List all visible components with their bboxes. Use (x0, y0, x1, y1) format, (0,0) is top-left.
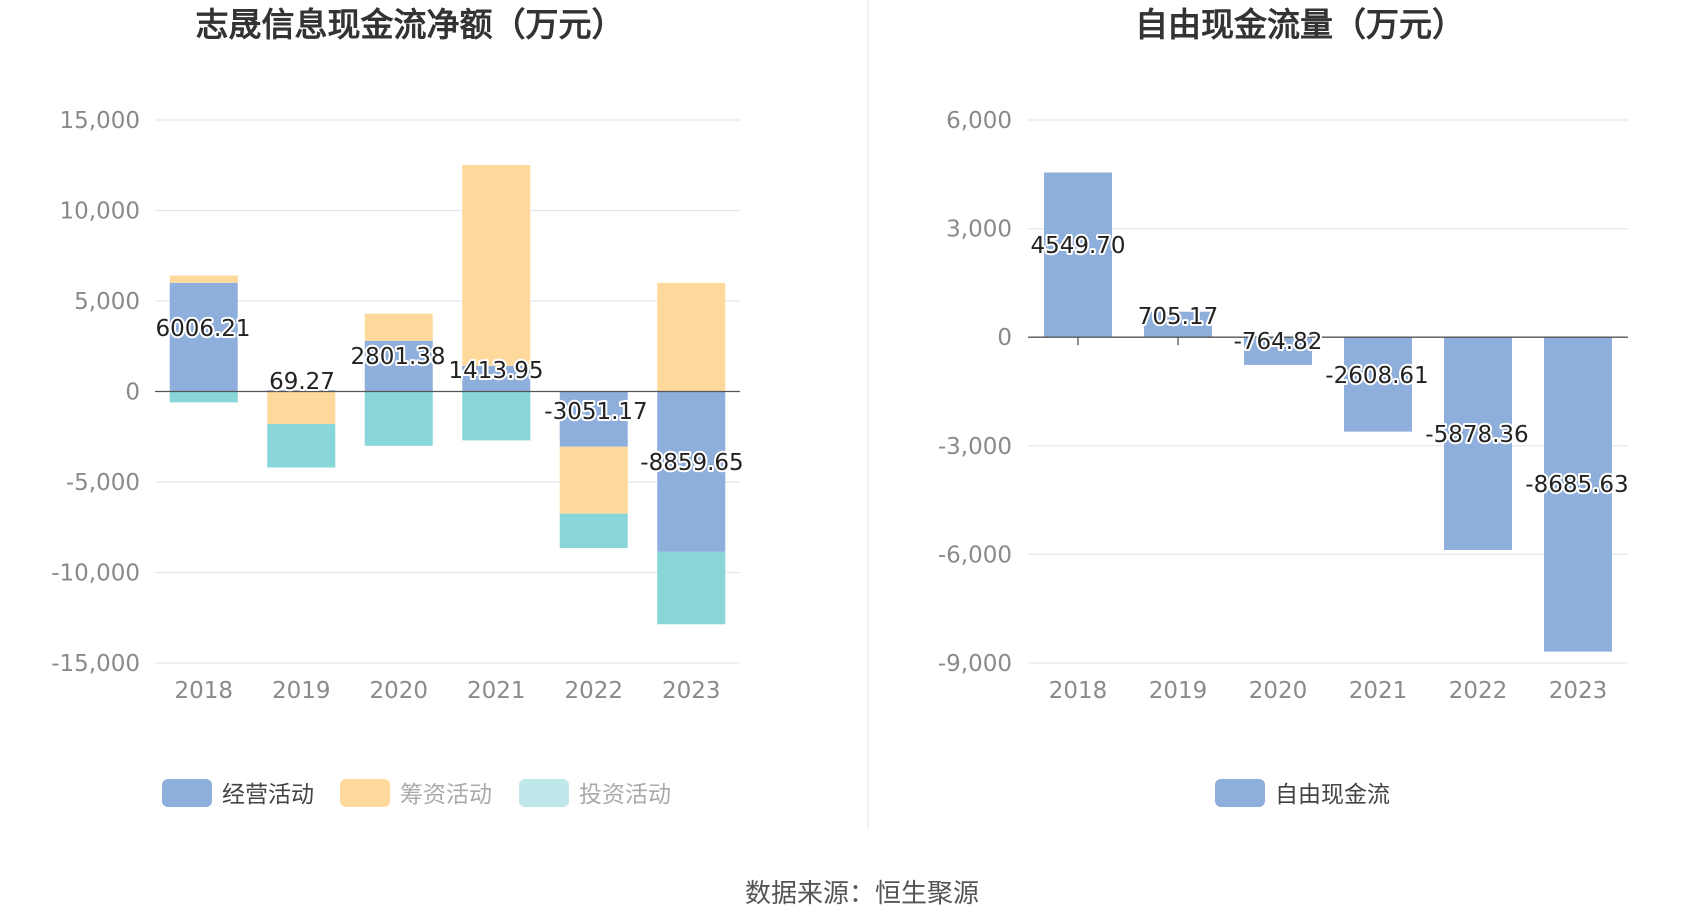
y-tick-label: 10,000 (60, 199, 140, 225)
x-tick-label: 2023 (1549, 678, 1608, 704)
bar-2022 (559, 446, 628, 514)
x-tick-label: 2020 (369, 678, 428, 704)
bar-2023 (657, 551, 726, 625)
y-tick-label: -5,000 (66, 470, 140, 496)
bar-2021 (462, 365, 531, 392)
data-label: 69.27 (269, 369, 335, 395)
bar-2021 (1344, 337, 1412, 432)
chart2-data-labels: 4549.70 705.17 -764.82-2608.61 -5878.36 -868… (1028, 231, 1630, 500)
data-label: -764.82 (1234, 329, 1323, 355)
legend-label: 投资活动 (579, 782, 671, 808)
bar-2023 (657, 391, 726, 552)
legend-swatch (340, 779, 390, 807)
bar-2020 (364, 340, 433, 392)
x-tick-label: 2019 (1149, 678, 1208, 704)
bar-2023 (1544, 337, 1612, 652)
legend-label: 自由现金流 (1275, 782, 1390, 808)
chart2-bars (1044, 172, 1612, 652)
source-note: 数据来源：恒生聚源 (745, 879, 979, 909)
data-label: 705.17 (1138, 304, 1218, 330)
chart2-zero-line (1028, 336, 1628, 346)
y-tick-label: -6,000 (938, 542, 1012, 568)
legend-label: 经营活动 (222, 782, 314, 808)
legend-swatch (519, 779, 569, 807)
bar-2019 (267, 424, 336, 468)
bar-2018 (169, 391, 238, 403)
bar-2018 (169, 275, 238, 283)
y-tick-label: 0 (125, 380, 140, 406)
free-cashflow-chart: 自由现金流量（万元） 6,000 3,000 0 -3,000 -6,000 -9,000… (938, 5, 1631, 808)
data-label: 6006.21 (155, 316, 250, 342)
chart1-title: 志晟信息现金流净额（万元） (196, 5, 625, 44)
bar-2018 (169, 282, 238, 392)
x-tick-label: 2021 (467, 678, 526, 704)
legend-swatch (1215, 779, 1265, 807)
data-label: -5878.36 (1425, 422, 1528, 448)
chart2-legend: 自由现金流 (1215, 779, 1390, 808)
x-tick-label: 2019 (272, 678, 331, 704)
x-tick-label: 2018 (174, 678, 233, 704)
y-tick-label: 15,000 (60, 108, 140, 134)
y-tick-label: 3,000 (946, 217, 1012, 243)
chart2-x-axis: 2018 2019 2020 2021 2022 2023 (1049, 678, 1608, 704)
chart2-title: 自由现金流量（万元） (1135, 5, 1465, 44)
bar-2022 (559, 513, 628, 549)
chart1-y-axis: 15,000 10,000 5,000 0 -5,000 -10,000 -15,000 (51, 108, 140, 677)
data-label: -8685.63 (1525, 472, 1628, 498)
chart2-y-axis: 6,000 3,000 0 -3,000 -6,000 -9,000 (938, 108, 1012, 677)
y-tick-label: -9,000 (938, 651, 1012, 677)
bar-2022 (1444, 337, 1512, 550)
legend-label: 筹资活动 (400, 782, 492, 808)
x-tick-label: 2022 (564, 678, 623, 704)
bar-2021 (462, 164, 531, 366)
cashflow-chart: 志晟信息现金流净额（万元） 15,000 10,000 5,000 0 -5,000 -1… (51, 5, 745, 808)
bar-2018 (1044, 172, 1112, 338)
bar-2020 (1244, 337, 1312, 365)
legend-swatch (162, 779, 212, 807)
y-tick-label: 6,000 (946, 108, 1012, 134)
chart1-bars (169, 164, 726, 625)
x-tick-label: 2018 (1049, 678, 1108, 704)
bar-2019 (267, 391, 336, 425)
bar-2020 (364, 313, 433, 341)
chart1-legend: 经营活动 筹资活动 投资活动 (162, 779, 671, 808)
bar-2023 (657, 282, 726, 392)
y-tick-label: 0 (997, 325, 1012, 351)
bar-2019 (1144, 311, 1212, 338)
x-tick-label: 2023 (662, 678, 721, 704)
chart1-x-axis: 2018 2019 2020 2021 2022 2023 (174, 678, 720, 704)
y-tick-label: -10,000 (51, 561, 140, 587)
data-label: -3051.17 (544, 399, 647, 425)
x-tick-label: 2022 (1449, 678, 1508, 704)
bar-2021 (462, 391, 531, 441)
bar-2020 (364, 391, 433, 446)
x-tick-label: 2021 (1349, 678, 1408, 704)
y-tick-label: -3,000 (938, 434, 1012, 460)
data-label: -8859.65 (640, 450, 743, 476)
x-tick-label: 2020 (1249, 678, 1308, 704)
data-label: 4549.70 (1030, 233, 1125, 259)
chart1-gridlines (155, 119, 740, 664)
data-label: 2801.38 (350, 344, 445, 370)
bar-2022 (559, 391, 628, 447)
y-tick-label: 5,000 (74, 289, 140, 315)
chart2-gridlines (1028, 119, 1628, 664)
y-tick-label: -15,000 (51, 651, 140, 677)
data-label: 1413.95 (448, 358, 543, 384)
data-label: -2608.61 (1325, 363, 1428, 389)
